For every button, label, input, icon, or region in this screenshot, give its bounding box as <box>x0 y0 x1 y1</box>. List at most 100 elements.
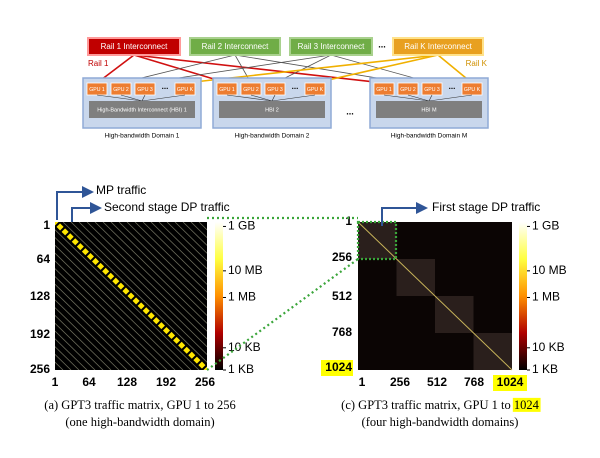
diag-cell <box>173 336 181 344</box>
diag-cell <box>117 282 125 290</box>
ellipsis: ... <box>378 39 386 49</box>
gpu-link <box>96 94 143 102</box>
diag-cell <box>122 287 130 295</box>
x-tick-label: 1 <box>52 375 59 389</box>
diag-cell <box>91 257 100 266</box>
rail-label: Rail 1 Interconnect <box>101 42 168 51</box>
y-tick-label: 1 <box>43 218 50 232</box>
gpu-label: GPU 3 <box>267 87 283 93</box>
off-diagonal <box>142 222 207 285</box>
x-tick-label: 512 <box>427 375 447 389</box>
off-diagonal <box>55 275 152 370</box>
gpu-ellipsis: ... <box>292 82 299 91</box>
rail-box <box>189 37 281 56</box>
diag-cell <box>152 317 160 325</box>
y-tick-label: 1024 <box>325 360 352 374</box>
diag-cell <box>183 346 191 354</box>
gpu-label: GPU 1 <box>376 87 392 93</box>
diag-cell <box>97 262 105 270</box>
y-tick-label: 256 <box>332 250 352 264</box>
gpu-label: GPU 2 <box>400 87 416 93</box>
gpu-ellipsis: ... <box>449 82 456 91</box>
colorbar-label: 10 MB <box>228 263 263 277</box>
diag-cell <box>137 302 145 310</box>
annotation-arrow <box>56 186 94 220</box>
rail-box <box>392 37 484 56</box>
caption: (c) GPT3 traffic matrix, GPU 1 to 1024 <box>341 398 539 412</box>
x-tick-label: 64 <box>82 375 96 389</box>
zoom-box <box>356 220 398 261</box>
off-diagonal <box>55 307 120 370</box>
y-tick-label: 192 <box>30 327 50 341</box>
diag-cell <box>112 277 120 285</box>
gpu-label: GPU 3 <box>424 87 440 93</box>
off-diagonal <box>190 222 207 239</box>
diag-cell <box>76 243 84 251</box>
colorbar-label: 1 GB <box>532 219 559 233</box>
colorbar-label: 10 KB <box>532 340 565 354</box>
gpu-link <box>428 94 473 102</box>
off-diagonal <box>174 222 207 254</box>
gpu-label: GPU K <box>464 87 481 93</box>
diag-cell <box>71 238 79 246</box>
gpu-label: GPU 2 <box>113 87 129 93</box>
diag-cell <box>188 351 196 359</box>
colorbar <box>215 222 223 370</box>
annotation: MP traffic <box>96 183 146 197</box>
gpu-label: GPU K <box>307 87 324 93</box>
off-diagonal <box>86 222 207 340</box>
diagonal <box>357 221 513 371</box>
off-diagonal <box>158 222 207 270</box>
rail-label: Rail K Interconnect <box>404 42 472 51</box>
annotation-arrow <box>381 202 428 226</box>
off-diagonal <box>55 268 160 370</box>
off-diagonal <box>118 222 207 309</box>
off-diagonal <box>55 229 200 370</box>
rail-label: Rail 3 Interconnect <box>298 42 365 51</box>
off-diagonal <box>150 222 207 278</box>
gpu-label: GPU 2 <box>243 87 259 93</box>
off-diagonal <box>78 222 207 348</box>
y-tick-label: 768 <box>332 325 352 339</box>
annotation-arrow <box>71 202 102 222</box>
off-diagonal <box>55 252 176 370</box>
rail-label: Rail 2 Interconnect <box>202 42 269 51</box>
colorbar-label: 1 KB <box>228 362 254 376</box>
off-diagonal <box>55 244 184 370</box>
rail-tag: Rail 1 <box>88 59 109 68</box>
off-diagonal <box>55 299 128 370</box>
diag-cell <box>178 341 186 349</box>
off-diagonal <box>55 322 104 370</box>
hbi-box <box>89 101 195 118</box>
rail-link <box>133 54 385 84</box>
x-tick-label: 256 <box>195 375 215 389</box>
diag-cell <box>102 267 110 275</box>
off-diagonal <box>55 330 96 370</box>
off-diagonal <box>55 291 136 370</box>
diag-cell <box>167 331 176 340</box>
diag-cell <box>203 366 207 370</box>
hbi-box <box>219 101 325 118</box>
hbi-label: HBI M <box>421 107 437 113</box>
gpu-ellipsis: ... <box>162 82 169 91</box>
y-tick-label: 256 <box>30 362 50 376</box>
diag-cell <box>66 233 74 241</box>
off-diagonal <box>55 237 192 370</box>
colorbar-label: 10 MB <box>532 263 567 277</box>
rail-tag: Rail K <box>466 59 488 68</box>
diag-cell <box>142 307 150 315</box>
gpu-link <box>428 94 433 102</box>
off-diagonal <box>55 338 88 370</box>
caption: (one high-bandwidth domain) <box>65 415 214 429</box>
x-tick-label: 768 <box>464 375 484 389</box>
gpu-link <box>407 94 430 102</box>
colorbar-label: 1 KB <box>532 362 558 376</box>
caption: (a) GPT3 traffic matrix, GPU 1 to 256 <box>44 398 235 412</box>
rail-box <box>289 37 373 56</box>
gpu-label: GPU 1 <box>89 87 105 93</box>
off-diagonal <box>126 222 207 301</box>
caption-highlight: 1024 <box>514 398 540 412</box>
diag-cell <box>198 361 206 369</box>
highlight <box>321 360 353 376</box>
